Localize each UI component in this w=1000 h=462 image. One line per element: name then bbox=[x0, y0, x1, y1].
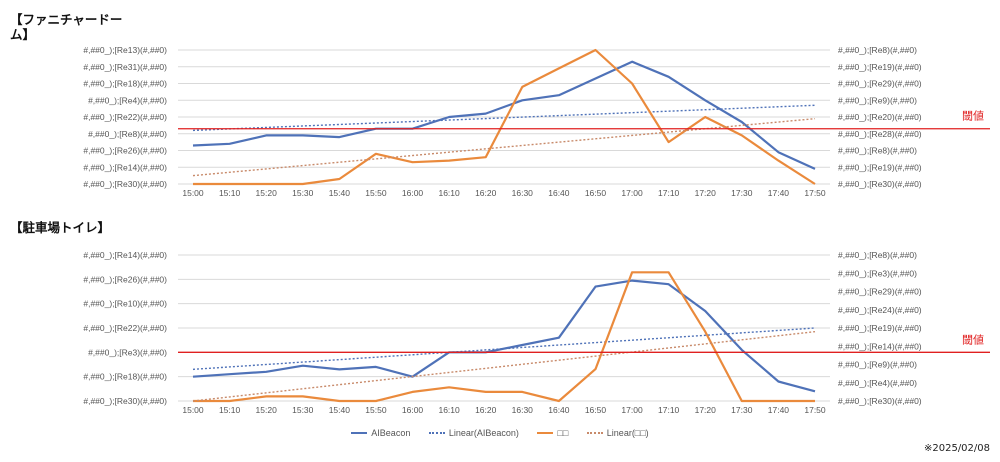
bottom-right-tick-label-0: #,##0_);[Re8)(#,##0) bbox=[838, 250, 917, 260]
top-right-tick-label-6: #,##0_);[Re8)(#,##0) bbox=[838, 146, 917, 156]
bottom-threshold-label: 閾値 bbox=[962, 333, 984, 346]
chart-furniture-dome: #,##0_);[Re13)(#,##0) #,##0_);[Re31)(#,##… bbox=[83, 45, 990, 198]
bottom-right-tick-label-5: #,##0_);[Re14)(#,##0) bbox=[838, 341, 922, 351]
top-left-tick-label-0: #,##0_);[Re13)(#,##0) bbox=[83, 45, 167, 55]
bottom-right-tick-label-4: #,##0_);[Re19)(#,##0) bbox=[838, 323, 922, 333]
bottom-right-tick-label-7: #,##0_);[Re4)(#,##0) bbox=[838, 378, 917, 388]
top-x-tick-label-12: 17:00 bbox=[621, 188, 643, 198]
top-x-tick-label-9: 16:30 bbox=[512, 188, 534, 198]
bottom-x-tick-label-6: 16:00 bbox=[402, 405, 424, 415]
top-x-tick-label-11: 16:50 bbox=[585, 188, 607, 198]
top-x-tick-label-14: 17:20 bbox=[695, 188, 717, 198]
top-x-tick-label-0: 15:00 bbox=[182, 188, 204, 198]
top-right-tick-label-0: #,##0_);[Re8)(#,##0) bbox=[838, 45, 917, 55]
top-left-tick-label-1: #,##0_);[Re31)(#,##0) bbox=[83, 62, 167, 72]
top-right-tick-label-3: #,##0_);[Re9)(#,##0) bbox=[838, 95, 917, 105]
legend-item-aibeacon: AIBeacon bbox=[351, 428, 410, 438]
top-x-tick-label-17: 17:50 bbox=[804, 188, 826, 198]
legend-swatch-linear-series2 bbox=[586, 432, 603, 434]
bottom-left-tick-label-4: #,##0_);[Re3)(#,##0) bbox=[88, 347, 167, 357]
top-x-tick-label-7: 16:10 bbox=[438, 188, 460, 198]
bottom-left-tick-label-0: #,##0_);[Re14)(#,##0) bbox=[83, 250, 167, 260]
chart-parking-toilet: #,##0_);[Re14)(#,##0) #,##0_);[Re26)(#,##… bbox=[83, 250, 990, 415]
legend-swatch-series2 bbox=[537, 432, 554, 434]
bottom-x-tick-label-1: 15:10 bbox=[219, 405, 241, 415]
bottom-x-tick-label-12: 17:00 bbox=[621, 405, 643, 415]
top-right-tick-label-7: #,##0_);[Re19)(#,##0) bbox=[838, 162, 922, 172]
top-x-tick-label-2: 15:20 bbox=[256, 188, 278, 198]
legend-item-linear-series2: Linear(□□) bbox=[586, 428, 649, 438]
legend-swatch-linear-aibeacon bbox=[428, 432, 445, 434]
legend-label-linear-aibeacon: Linear(AIBeacon) bbox=[448, 428, 519, 438]
bottom-series-line-0 bbox=[192, 279, 816, 393]
bottom-left-tick-label-6: #,##0_);[Re30)(#,##0) bbox=[83, 396, 167, 406]
bottom-x-tick-label-9: 16:30 bbox=[512, 405, 534, 415]
bottom-right-tick-label-3: #,##0_);[Re24)(#,##0) bbox=[838, 305, 922, 315]
bottom-right-tick-label-8: #,##0_);[Re30)(#,##0) bbox=[838, 396, 922, 406]
bottom-right-tick-label-1: #,##0_);[Re3)(#,##0) bbox=[838, 268, 917, 278]
footnote-date: ※2025/02/08 bbox=[923, 443, 990, 454]
top-x-tick-label-4: 15:40 bbox=[329, 188, 351, 198]
legend-swatch-aibeacon bbox=[351, 432, 368, 434]
bottom-left-tick-label-3: #,##0_);[Re22)(#,##0) bbox=[83, 323, 167, 333]
bottom-left-tick-label-2: #,##0_);[Re10)(#,##0) bbox=[83, 299, 167, 309]
bottom-x-tick-label-10: 16:40 bbox=[548, 405, 570, 415]
chart-title-parking-toilet: 【駐車場トイレ】 bbox=[10, 220, 111, 235]
top-right-tick-label-2: #,##0_);[Re29)(#,##0) bbox=[838, 79, 922, 89]
top-threshold-label: 閾値 bbox=[962, 110, 984, 123]
bottom-left-tick-label-1: #,##0_);[Re26)(#,##0) bbox=[83, 274, 167, 284]
legend-label-series2: □□ bbox=[557, 428, 569, 438]
bottom-right-tick-label-2: #,##0_);[Re29)(#,##0) bbox=[838, 287, 922, 297]
top-x-tick-label-15: 17:30 bbox=[731, 188, 753, 198]
top-left-tick-label-2: #,##0_);[Re18)(#,##0) bbox=[83, 79, 167, 89]
bottom-right-tick-label-6: #,##0_);[Re9)(#,##0) bbox=[838, 360, 917, 370]
top-x-tick-label-5: 15:50 bbox=[365, 188, 387, 198]
bottom-x-tick-label-11: 16:50 bbox=[585, 405, 607, 415]
bottom-x-tick-label-2: 15:20 bbox=[256, 405, 278, 415]
top-series-line-0 bbox=[192, 60, 816, 170]
bottom-left-tick-label-5: #,##0_);[Re18)(#,##0) bbox=[83, 372, 167, 382]
bottom-x-tick-label-4: 15:40 bbox=[329, 405, 351, 415]
top-series-line-2 bbox=[193, 48, 816, 186]
top-x-tick-label-16: 17:40 bbox=[768, 188, 790, 198]
bottom-x-tick-label-15: 17:30 bbox=[731, 405, 753, 415]
top-x-tick-label-8: 16:20 bbox=[475, 188, 497, 198]
chart-title-furniture-dome: 【ファニチャードーム】 bbox=[10, 12, 123, 42]
top-x-tick-label-1: 15:10 bbox=[219, 188, 241, 198]
bottom-trendline-3 bbox=[192, 330, 816, 402]
top-left-tick-label-6: #,##0_);[Re26)(#,##0) bbox=[83, 146, 167, 156]
top-x-tick-label-3: 15:30 bbox=[292, 188, 314, 198]
chart-legend: AIBeacon Linear(AIBeacon) □□ Linear(□□) bbox=[0, 426, 1000, 438]
top-right-tick-label-5: #,##0_);[Re28)(#,##0) bbox=[838, 129, 922, 139]
bottom-series-line-2 bbox=[193, 271, 815, 403]
bottom-x-tick-label-17: 17:50 bbox=[804, 405, 826, 415]
bottom-x-tick-label-7: 16:10 bbox=[438, 405, 460, 415]
legend-label-linear-series2: Linear(□□) bbox=[606, 428, 649, 438]
legend-item-linear-aibeacon: Linear(AIBeacon) bbox=[428, 428, 519, 438]
bottom-x-tick-label-14: 17:20 bbox=[695, 405, 717, 415]
top-left-tick-label-8: #,##0_);[Re30)(#,##0) bbox=[83, 179, 167, 189]
top-x-tick-label-6: 16:00 bbox=[402, 188, 424, 198]
top-left-tick-label-7: #,##0_);[Re14)(#,##0) bbox=[83, 162, 167, 172]
top-x-tick-label-10: 16:40 bbox=[548, 188, 570, 198]
bottom-x-tick-label-5: 15:50 bbox=[365, 405, 387, 415]
top-right-tick-label-4: #,##0_);[Re20)(#,##0) bbox=[838, 112, 922, 122]
legend-item-series2: □□ bbox=[537, 428, 568, 438]
top-x-tick-label-13: 17:10 bbox=[658, 188, 680, 198]
bottom-x-tick-label-16: 17:40 bbox=[768, 405, 790, 415]
top-left-tick-label-4: #,##0_);[Re22)(#,##0) bbox=[83, 112, 167, 122]
bottom-x-tick-label-8: 16:20 bbox=[475, 405, 497, 415]
top-right-tick-label-8: #,##0_);[Re30)(#,##0) bbox=[838, 179, 922, 189]
top-right-tick-label-1: #,##0_);[Re19)(#,##0) bbox=[838, 62, 922, 72]
top-left-tick-label-5: #,##0_);[Re8)(#,##0) bbox=[88, 129, 167, 139]
bottom-x-tick-label-0: 15:00 bbox=[182, 405, 204, 415]
top-left-tick-label-3: #,##0_);[Re4)(#,##0) bbox=[88, 95, 167, 105]
bottom-x-tick-label-3: 15:30 bbox=[292, 405, 314, 415]
bottom-x-tick-label-13: 17:10 bbox=[658, 405, 680, 415]
legend-label-aibeacon: AIBeacon bbox=[371, 428, 411, 438]
